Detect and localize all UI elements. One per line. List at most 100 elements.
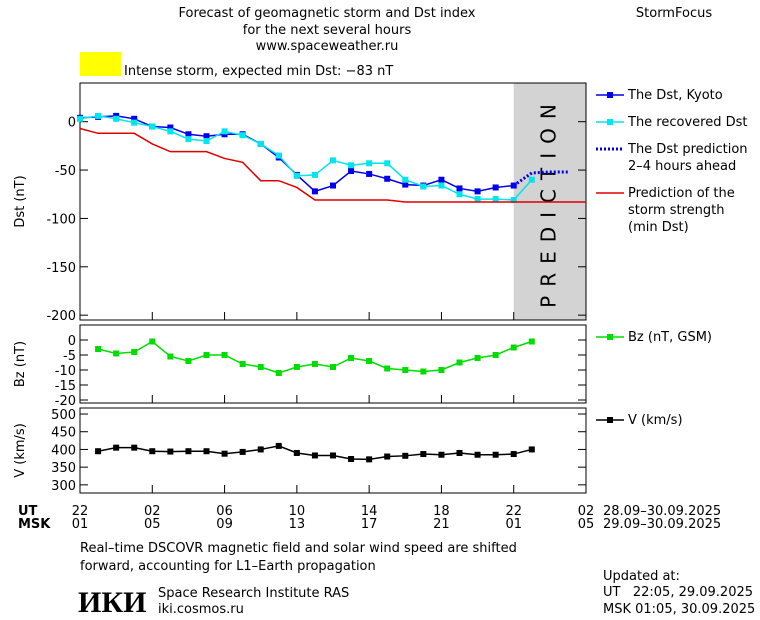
y-axis-label: Bz (nT)	[13, 341, 28, 387]
data-point	[167, 128, 174, 135]
legend-label: The Dst prediction 2–4 hours ahead	[627, 142, 748, 174]
y-tick-label: -50	[55, 164, 76, 179]
data-point	[77, 115, 83, 122]
data-point	[95, 112, 102, 119]
data-point	[528, 176, 535, 183]
data-point	[149, 123, 156, 130]
plot-frame	[79, 407, 587, 494]
series-line	[79, 115, 514, 193]
x-tick-label: 14	[361, 504, 378, 519]
y-tick-label: -10	[55, 364, 76, 379]
y-tick-label: 300	[51, 479, 76, 494]
x-tick-label: 13	[289, 517, 306, 532]
site: iki.cosmos.ru	[158, 602, 244, 617]
legend-marker	[607, 92, 613, 98]
data-point	[384, 453, 391, 460]
data-point	[438, 182, 445, 189]
data-point	[528, 446, 535, 453]
ut-range: 28.09–30.09.2025	[603, 504, 721, 519]
data-point	[474, 355, 481, 361]
data-point	[131, 349, 138, 355]
data-point	[257, 140, 264, 147]
legend-marker	[607, 334, 613, 340]
y-tick-label: 500	[51, 408, 76, 423]
data-point	[366, 456, 373, 463]
y-tick-label: -15	[55, 379, 76, 394]
data-point	[330, 157, 336, 164]
x-tick-label: 22	[72, 504, 89, 519]
msk-label: MSK	[18, 517, 51, 532]
legend-label: Bz (nT, GSM)	[628, 330, 712, 345]
data-point	[293, 172, 300, 179]
data-point	[474, 451, 481, 458]
note: Real–time DSCOVR magnetic field and sola…	[80, 541, 517, 556]
x-tick-label: 18	[433, 504, 450, 519]
x-tick-label: 05	[578, 517, 595, 532]
data-point	[311, 171, 318, 178]
data-point	[185, 448, 192, 455]
plot-frame	[79, 324, 587, 404]
note: forward, accounting for L1–Earth propaga…	[80, 559, 376, 574]
data-point	[348, 162, 355, 169]
data-point	[402, 176, 409, 183]
x-tick-label: 22	[505, 504, 522, 519]
brand: StormFocus	[636, 6, 712, 21]
data-point	[239, 448, 246, 455]
legend-label: V (km/s)	[628, 413, 683, 428]
x-tick-label: 02	[578, 504, 595, 519]
data-point	[167, 448, 174, 455]
y-tick-label: 400	[51, 443, 76, 458]
data-point	[221, 450, 228, 457]
data-point	[330, 364, 336, 370]
data-point	[293, 449, 300, 456]
data-point	[149, 338, 156, 345]
data-point	[366, 160, 373, 167]
y-tick-label: -200	[46, 309, 76, 324]
y-tick-label: -5	[63, 349, 76, 364]
data-point	[420, 183, 427, 190]
data-point	[348, 456, 355, 462]
x-tick-label: 02	[144, 504, 161, 519]
data-point	[239, 361, 246, 367]
data-point	[510, 344, 517, 351]
data-point	[257, 364, 264, 370]
data-point	[330, 452, 336, 459]
y-tick-label: -100	[46, 212, 76, 227]
data-point	[456, 191, 463, 198]
data-point	[113, 115, 120, 122]
data-point	[456, 449, 463, 456]
data-point	[221, 128, 228, 135]
x-tick-label: 05	[144, 517, 161, 532]
updated-ut: UT 22:05, 29.09.2025	[603, 585, 753, 600]
x-tick-label: 21	[433, 517, 450, 532]
data-point	[113, 350, 120, 357]
alert: Intense storm, expected min Dst: −83 nT	[124, 64, 393, 79]
y-tick-label: -20	[55, 394, 76, 409]
y-tick-label: 0	[68, 116, 76, 131]
x-tick-label: 01	[72, 517, 89, 532]
updated-label: Updated at:	[603, 569, 680, 584]
x-tick-label: 09	[216, 517, 233, 532]
data-point	[492, 196, 499, 203]
legend-label: The recovered Dst	[627, 115, 747, 130]
data-point	[113, 444, 120, 451]
legend-marker	[607, 417, 613, 423]
series-line	[79, 127, 586, 203]
y-tick-label: 450	[51, 426, 76, 441]
institute: Space Research Institute RAS	[158, 586, 349, 601]
data-point	[510, 451, 517, 458]
data-point	[203, 352, 210, 358]
data-point	[203, 138, 210, 145]
data-point	[95, 346, 102, 352]
data-point	[402, 452, 409, 459]
data-point	[257, 446, 264, 453]
data-point	[203, 133, 210, 140]
data-point	[221, 352, 228, 358]
logo: ИКИ	[78, 586, 146, 619]
y-tick-label: 350	[51, 461, 76, 476]
data-point	[311, 361, 318, 367]
data-point	[438, 451, 445, 458]
data-point	[149, 448, 156, 455]
data-point	[131, 444, 138, 451]
data-point	[185, 358, 192, 364]
